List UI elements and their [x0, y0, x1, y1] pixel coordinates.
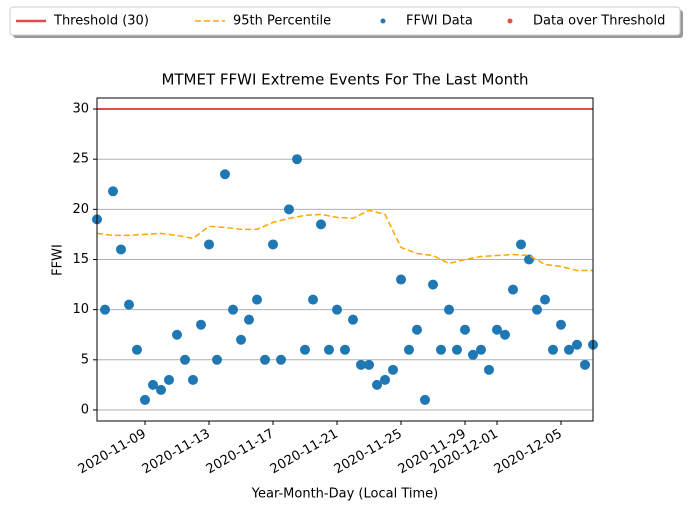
chart-title: MTMET FFWI Extreme Events For The Last M… [161, 71, 528, 89]
legend-swatch [380, 18, 386, 24]
data-point [348, 314, 358, 325]
legend-box [9, 6, 681, 36]
data-point [268, 239, 278, 250]
legend-label: FFWI Data [406, 14, 473, 29]
data-point [132, 344, 142, 355]
data-point [380, 374, 390, 385]
y-tick-label: 15 [72, 252, 89, 267]
data-point [532, 304, 542, 315]
data-point [124, 299, 134, 310]
data-point [476, 344, 486, 355]
data-point [172, 329, 182, 340]
data-point [420, 394, 430, 405]
data-point [388, 364, 398, 375]
data-point [140, 394, 150, 405]
data-point [372, 379, 382, 390]
legend-label: Data over Threshold [533, 14, 665, 29]
legend-label: 95th Percentile [233, 14, 331, 29]
data-point [404, 344, 414, 355]
data-point [180, 354, 190, 365]
data-point [436, 344, 446, 355]
x-tick-label: 2020-11-13 [140, 427, 213, 478]
x-tick-label: 2020-11-17 [204, 427, 277, 478]
data-point [580, 359, 590, 370]
y-tick-label: 0 [81, 402, 89, 417]
y-tick-label: 10 [72, 302, 89, 317]
data-point [308, 294, 318, 305]
x-tick-label: 2020-11-21 [268, 427, 341, 478]
data-point [236, 334, 246, 345]
data-point [484, 364, 494, 375]
y-tick-label: 25 [72, 152, 89, 167]
x-tick-label: 2020-11-09 [76, 427, 149, 478]
data-point [500, 329, 510, 340]
data-point [300, 344, 310, 355]
data-point [412, 324, 422, 335]
data-point [316, 219, 326, 230]
data-point [260, 354, 270, 365]
y-tick-label: 20 [72, 202, 89, 217]
data-point [156, 384, 166, 395]
data-point [340, 344, 350, 355]
data-point [364, 359, 374, 370]
data-point [460, 324, 470, 335]
data-point [276, 354, 286, 365]
x-axis-label: Year-Month-Day (Local Time) [251, 487, 438, 502]
x-tick-label: 2020-12-05 [492, 427, 565, 478]
percentile-line [96, 209, 593, 272]
data-point [444, 304, 454, 315]
data-point [468, 349, 478, 360]
data-point [100, 304, 110, 315]
data-point [204, 239, 214, 250]
y-tick-label: 5 [81, 352, 89, 367]
data-point [492, 324, 502, 335]
data-point [324, 344, 334, 355]
legend-swatch [507, 18, 513, 24]
legend-label: Threshold (30) [53, 14, 149, 29]
data-point [452, 344, 462, 355]
data-point [516, 239, 526, 250]
data-point [356, 359, 366, 370]
data-point [148, 379, 158, 390]
data-point [572, 339, 582, 350]
data-point [508, 284, 518, 295]
data-point [540, 294, 550, 305]
data-point [548, 344, 558, 355]
data-point [556, 319, 566, 330]
plot-frame [96, 97, 594, 422]
data-point [108, 186, 118, 197]
data-point [116, 244, 126, 255]
data-point [292, 154, 302, 165]
data-point [244, 314, 254, 325]
x-tick-label: 2020-11-25 [332, 427, 405, 478]
data-point [220, 169, 230, 180]
data-point [284, 204, 294, 215]
data-point [396, 274, 406, 285]
data-point [228, 304, 238, 315]
data-point [188, 374, 198, 385]
y-tick-label: 30 [72, 102, 89, 117]
data-point [196, 319, 206, 330]
y-axis-label: FFWI [51, 244, 66, 276]
data-point [564, 344, 574, 355]
data-point [428, 279, 438, 290]
data-point [332, 304, 342, 315]
data-point [252, 294, 262, 305]
data-point [164, 374, 174, 385]
data-point [212, 354, 222, 365]
